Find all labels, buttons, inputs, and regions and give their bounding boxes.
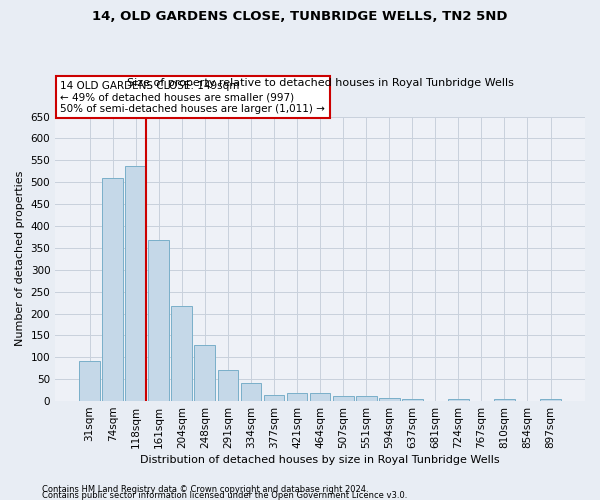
Bar (310, 393, 331, 401)
Text: Contains HM Land Registry data © Crown copyright and database right 2024.: Contains HM Land Registry data © Crown c… (42, 485, 368, 494)
Title: Size of property relative to detached houses in Royal Tunbridge Wells: Size of property relative to detached ho… (127, 78, 514, 88)
Bar (241, 382, 262, 401)
Y-axis label: Number of detached properties: Number of detached properties (15, 171, 25, 346)
Text: Contains public sector information licensed under the Open Government Licence v3: Contains public sector information licen… (42, 490, 407, 500)
Bar (263, 394, 284, 401)
Bar (494, 400, 515, 401)
Bar (102, 178, 123, 401)
Bar (125, 166, 146, 401)
X-axis label: Distribution of detached houses by size in Royal Tunbridge Wells: Distribution of detached houses by size … (140, 455, 500, 465)
Text: 14 OLD GARDENS CLOSE: 149sqm
← 49% of detached houses are smaller (997)
50% of s: 14 OLD GARDENS CLOSE: 149sqm ← 49% of de… (61, 80, 325, 114)
Bar (402, 399, 422, 401)
Bar (540, 400, 561, 401)
Bar (448, 399, 469, 401)
Bar (218, 370, 238, 401)
Text: 14, OLD GARDENS CLOSE, TUNBRIDGE WELLS, TN2 5ND: 14, OLD GARDENS CLOSE, TUNBRIDGE WELLS, … (92, 10, 508, 23)
Bar (356, 396, 377, 401)
Bar (172, 306, 192, 401)
Bar (287, 393, 307, 401)
Bar (194, 346, 215, 401)
Bar (79, 361, 100, 401)
Bar (379, 398, 400, 401)
Bar (333, 396, 353, 401)
Bar (148, 240, 169, 401)
